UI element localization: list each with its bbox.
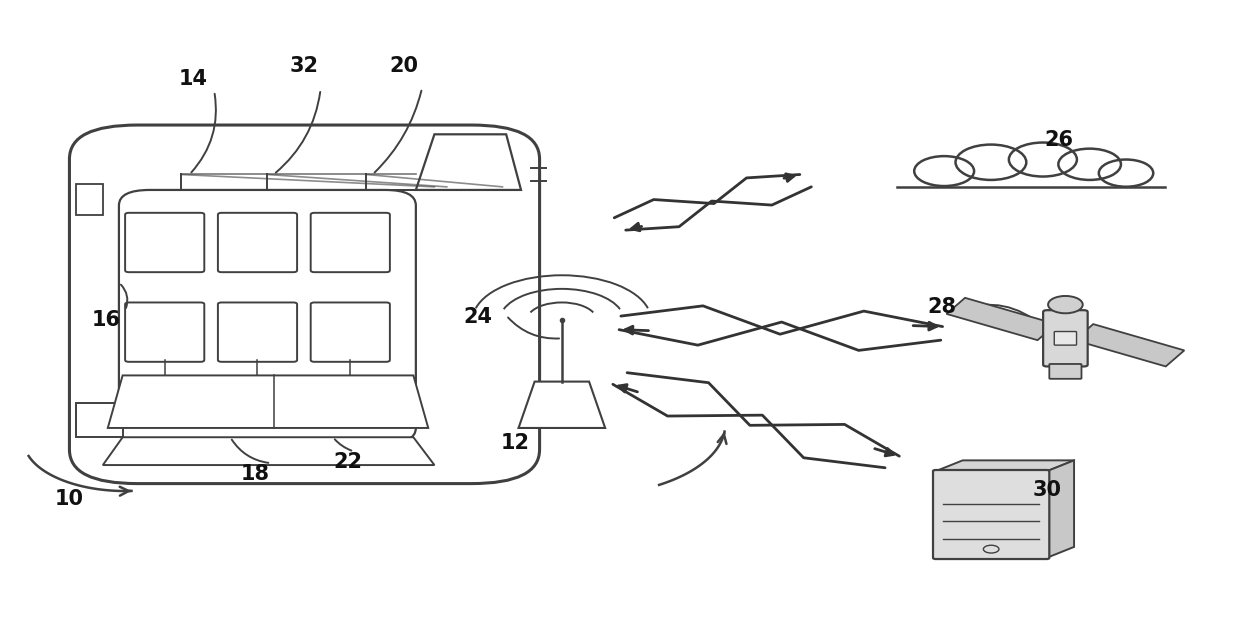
Text: 16: 16 bbox=[92, 310, 122, 330]
Text: 14: 14 bbox=[179, 69, 207, 89]
Polygon shape bbox=[76, 403, 123, 437]
Polygon shape bbox=[935, 460, 1074, 471]
Polygon shape bbox=[415, 134, 521, 190]
Text: 24: 24 bbox=[464, 307, 492, 327]
Text: 28: 28 bbox=[928, 297, 956, 317]
FancyBboxPatch shape bbox=[218, 302, 298, 362]
Polygon shape bbox=[103, 437, 434, 465]
Text: 30: 30 bbox=[1033, 480, 1061, 500]
Circle shape bbox=[1048, 296, 1083, 313]
Text: 20: 20 bbox=[389, 57, 418, 76]
Polygon shape bbox=[946, 298, 1056, 340]
Polygon shape bbox=[518, 381, 605, 428]
Polygon shape bbox=[76, 184, 103, 215]
FancyBboxPatch shape bbox=[69, 125, 539, 484]
Text: 32: 32 bbox=[290, 57, 319, 76]
Polygon shape bbox=[1047, 460, 1074, 558]
Text: 26: 26 bbox=[1045, 130, 1074, 150]
Polygon shape bbox=[1075, 324, 1184, 366]
Text: 12: 12 bbox=[500, 433, 529, 453]
FancyBboxPatch shape bbox=[218, 213, 298, 272]
Circle shape bbox=[1059, 148, 1121, 180]
Circle shape bbox=[914, 156, 975, 186]
FancyBboxPatch shape bbox=[311, 213, 389, 272]
FancyBboxPatch shape bbox=[1049, 364, 1081, 379]
Circle shape bbox=[1009, 143, 1076, 176]
Circle shape bbox=[1099, 160, 1153, 187]
Polygon shape bbox=[108, 376, 428, 428]
Text: 10: 10 bbox=[55, 489, 84, 509]
FancyBboxPatch shape bbox=[119, 190, 415, 443]
Polygon shape bbox=[898, 171, 1166, 187]
FancyBboxPatch shape bbox=[1043, 310, 1087, 366]
Text: 22: 22 bbox=[334, 452, 362, 472]
FancyBboxPatch shape bbox=[125, 213, 205, 272]
FancyBboxPatch shape bbox=[1054, 332, 1076, 345]
FancyBboxPatch shape bbox=[311, 302, 389, 362]
FancyBboxPatch shape bbox=[932, 470, 1049, 559]
Circle shape bbox=[956, 145, 1027, 180]
FancyBboxPatch shape bbox=[125, 302, 205, 362]
Text: 18: 18 bbox=[241, 465, 269, 484]
